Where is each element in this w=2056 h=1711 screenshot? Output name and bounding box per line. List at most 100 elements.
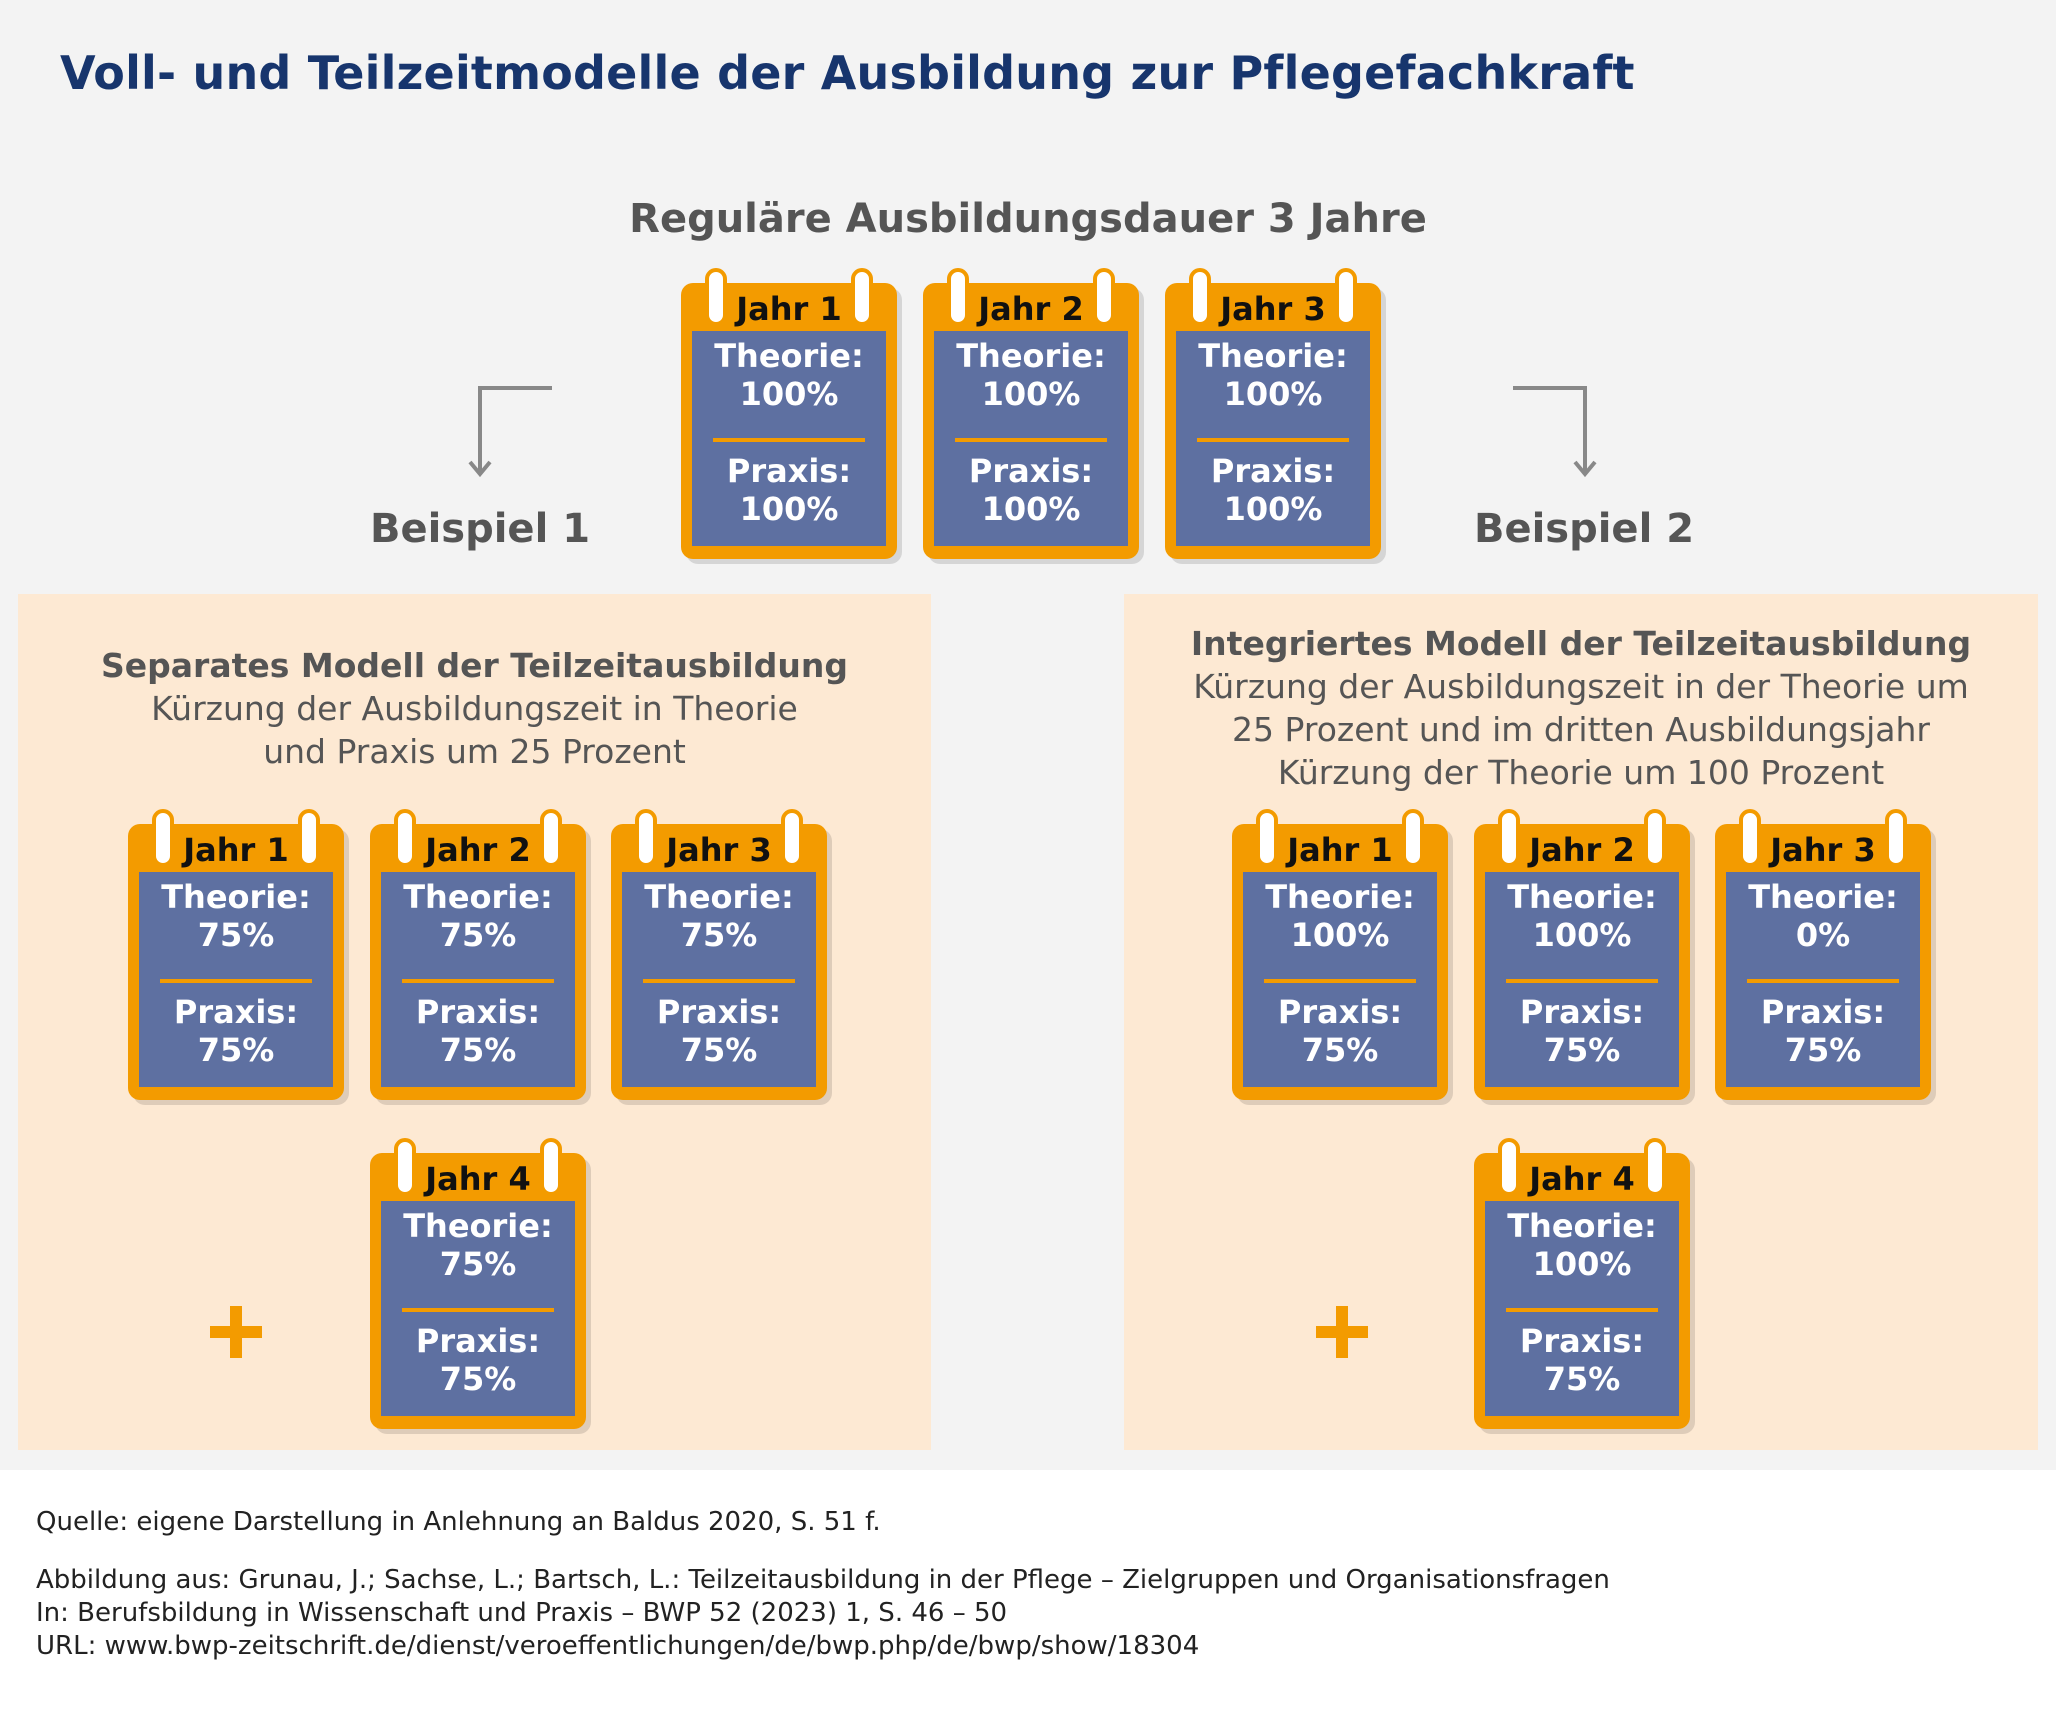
card-divider — [402, 1308, 554, 1312]
calendar-ring-icon — [540, 1138, 562, 1196]
plus-icon — [1316, 1306, 1368, 1358]
example1-desc-line: und Praxis um 25 Prozent — [263, 732, 686, 771]
calendar-ring-icon — [1093, 268, 1115, 326]
card-divider — [160, 979, 312, 983]
card-year: Jahr 1 — [183, 831, 289, 869]
practice-value: 75% — [439, 1031, 517, 1069]
theory-value: 75% — [680, 916, 758, 954]
card-body: Theorie: 100% Praxis: 75% — [1485, 872, 1679, 1087]
practice-value: 75% — [197, 1031, 275, 1069]
calendar-ring-icon — [781, 809, 803, 867]
arrow-to-example2-icon — [1513, 386, 1597, 478]
calendar-ring-icon — [298, 809, 320, 867]
card-divider — [1506, 1308, 1658, 1312]
practice-value: 75% — [1543, 1360, 1621, 1398]
practice-label: Praxis: — [415, 993, 541, 1031]
theory-value: 75% — [439, 1245, 517, 1283]
theory-label: Theorie: — [403, 878, 553, 916]
practice-value: 75% — [680, 1031, 758, 1069]
card-body: Theorie: 75% Praxis: 75% — [381, 1201, 575, 1416]
theory-value: 100% — [739, 375, 839, 413]
card-year: Jahr 2 — [978, 290, 1084, 328]
calendar-ring-icon — [705, 268, 727, 326]
theory-value: 100% — [981, 375, 1081, 413]
example2-desc-line: Kürzung der Theorie um 100 Prozent — [1277, 753, 1885, 792]
example1-desc-line: Kürzung der Ausbildungszeit in Theorie — [151, 689, 798, 728]
example2-text: Integriertes Modell der Teilzeitausbildu… — [1124, 622, 2038, 794]
calendar-ring-icon — [152, 809, 174, 867]
calendar-ring-icon — [851, 268, 873, 326]
card-body: Theorie: 100% Praxis: 100% — [1176, 331, 1370, 546]
calendar-ring-icon — [635, 809, 657, 867]
practice-label: Praxis: — [726, 452, 852, 490]
theory-value: 75% — [439, 916, 517, 954]
example1-text: Separates Modell der Teilzeitausbildung … — [18, 644, 931, 773]
practice-label: Praxis: — [1760, 993, 1886, 1031]
plus-icon — [210, 1306, 262, 1358]
calendar-card: Jahr 1 Theorie: 75% Praxis: 75% — [128, 809, 344, 1100]
arrow-to-example1-icon — [468, 386, 552, 478]
practice-value: 75% — [1784, 1031, 1862, 1069]
card-body: Theorie: 75% Praxis: 75% — [139, 872, 333, 1087]
calendar-card: Jahr 3 Theorie: 100% Praxis: 100% — [1165, 268, 1381, 559]
practice-value: 100% — [981, 490, 1081, 528]
example1-label: Beispiel 1 — [369, 506, 591, 552]
card-body: Theorie: 100% Praxis: 100% — [692, 331, 886, 546]
practice-label: Praxis: — [1519, 993, 1645, 1031]
calendar-ring-icon — [1402, 809, 1424, 867]
calendar-ring-icon — [1189, 268, 1211, 326]
calendar-card: Jahr 2 Theorie: 100% Praxis: 100% — [923, 268, 1139, 559]
theory-value: 100% — [1223, 375, 1323, 413]
card-body: Theorie: 0% Praxis: 75% — [1726, 872, 1920, 1087]
theory-label: Theorie: — [161, 878, 311, 916]
calendar-card: Jahr 2 Theorie: 100% Praxis: 75% — [1474, 809, 1690, 1100]
practice-label: Praxis: — [1210, 452, 1336, 490]
citation-line: URL: www.bwp-zeitschrift.de/dienst/veroe… — [36, 1631, 1200, 1661]
card-year: Jahr 1 — [1287, 831, 1393, 869]
calendar-ring-icon — [1644, 1138, 1666, 1196]
calendar-card: Jahr 4 Theorie: 100% Praxis: 75% — [1474, 1138, 1690, 1429]
card-body: Theorie: 100% Praxis: 100% — [934, 331, 1128, 546]
calendar-ring-icon — [394, 1138, 416, 1196]
source-note: Quelle: eigene Darstellung in Anlehnung … — [36, 1507, 881, 1537]
diagram-canvas: Voll- und Teilzeitmodelle der Ausbildung… — [0, 0, 2056, 1470]
card-year: Jahr 4 — [425, 1160, 531, 1198]
practice-label: Praxis: — [1519, 1322, 1645, 1360]
example1-title: Separates Modell der Teilzeitausbildung — [101, 646, 848, 685]
calendar-card: Jahr 1 Theorie: 100% Praxis: 100% — [681, 268, 897, 559]
calendar-ring-icon — [540, 809, 562, 867]
practice-label: Praxis: — [968, 452, 1094, 490]
card-year: Jahr 1 — [736, 290, 842, 328]
calendar-card: Jahr 3 Theorie: 75% Praxis: 75% — [611, 809, 827, 1100]
page-title: Voll- und Teilzeitmodelle der Ausbildung… — [60, 46, 1635, 100]
card-divider — [1264, 979, 1416, 983]
calendar-ring-icon — [394, 809, 416, 867]
card-divider — [643, 979, 795, 983]
practice-label: Praxis: — [415, 1322, 541, 1360]
theory-label: Theorie: — [1507, 1207, 1657, 1245]
theory-label: Theorie: — [403, 1207, 553, 1245]
example2-label: Beispiel 2 — [1473, 506, 1695, 552]
calendar-card: Jahr 4 Theorie: 75% Praxis: 75% — [370, 1138, 586, 1429]
theory-value: 100% — [1532, 1245, 1632, 1283]
card-divider — [713, 438, 865, 442]
card-body: Theorie: 100% Praxis: 75% — [1243, 872, 1437, 1087]
calendar-ring-icon — [1498, 809, 1520, 867]
practice-value: 75% — [1301, 1031, 1379, 1069]
card-body: Theorie: 100% Praxis: 75% — [1485, 1201, 1679, 1416]
card-year: Jahr 4 — [1529, 1160, 1635, 1198]
theory-label: Theorie: — [644, 878, 794, 916]
card-divider — [1506, 979, 1658, 983]
practice-value: 75% — [439, 1360, 517, 1398]
theory-value: 75% — [197, 916, 275, 954]
practice-label: Praxis: — [1277, 993, 1403, 1031]
card-year: Jahr 2 — [1529, 831, 1635, 869]
theory-label: Theorie: — [1265, 878, 1415, 916]
card-year: Jahr 3 — [1770, 831, 1876, 869]
practice-value: 100% — [1223, 490, 1323, 528]
card-year: Jahr 3 — [1220, 290, 1326, 328]
practice-value: 75% — [1543, 1031, 1621, 1069]
theory-value: 100% — [1290, 916, 1390, 954]
calendar-ring-icon — [1335, 268, 1357, 326]
citation-line: Abbildung aus: Grunau, J.; Sachse, L.; B… — [36, 1565, 1610, 1595]
